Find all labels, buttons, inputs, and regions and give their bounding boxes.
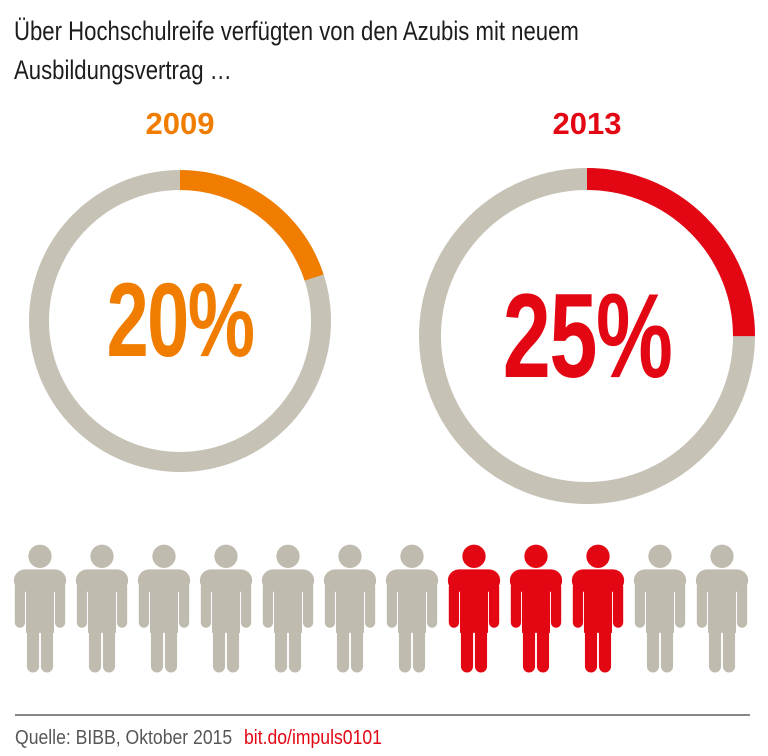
donut-chart-2009: [29, 170, 331, 472]
year-label-wrap-2009: 2009: [29, 108, 331, 140]
person-icon: [12, 544, 68, 675]
year-label-wrap-2013: 2013: [419, 108, 755, 140]
person-icon-highlighted: [570, 544, 626, 675]
percent-label-wrap-2013: 25%: [419, 168, 755, 504]
person-icon-highlighted: [508, 544, 564, 675]
year-label-1: 2013: [552, 106, 622, 141]
year-label-0: 2009: [145, 106, 215, 141]
person-icon: [136, 544, 192, 675]
footer-divider: [15, 714, 750, 716]
person-icon: [322, 544, 378, 675]
person-icon: [198, 544, 254, 675]
percent-label-wrap-2009: 20%: [29, 170, 331, 472]
person-icon: [694, 544, 750, 675]
source-text: Quelle: BIBB, Oktober 2015: [15, 727, 233, 749]
chart-title: Über Hochschulreife verfügten von den Az…: [14, 12, 703, 90]
donut-arc-1: [419, 168, 755, 504]
person-icon: [260, 544, 316, 675]
chart-title-line-2: Ausbildungsvertrag …: [14, 55, 232, 85]
chart-title-line-1: Über Hochschulreife verfügten von den Az…: [14, 16, 579, 46]
donut-chart-2013: [419, 168, 755, 504]
person-icon: [632, 544, 688, 675]
percent-label-0: 20%: [106, 262, 255, 379]
person-icon: [384, 544, 440, 675]
pictogram-row: [12, 544, 750, 675]
source-link[interactable]: bit.do/impuls0101: [244, 727, 382, 749]
donut-arc-0: [29, 170, 331, 472]
person-icon-highlighted: [446, 544, 502, 675]
person-icon: [74, 544, 130, 675]
percent-label-1: 25%: [502, 269, 673, 403]
